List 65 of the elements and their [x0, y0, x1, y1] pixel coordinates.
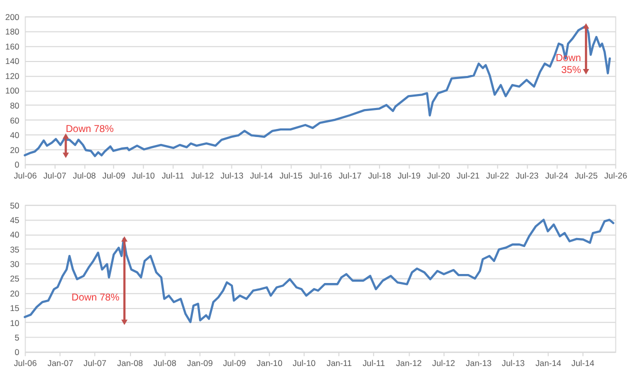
- x-tick-label: Jul-14: [250, 170, 274, 181]
- x-tick-label: Jul-11: [362, 358, 386, 368]
- y-tick-label: 180: [5, 26, 20, 37]
- x-tick-label: Jul-17: [338, 170, 362, 181]
- y-tick-label: 40: [10, 230, 20, 240]
- y-tick-label: 40: [10, 130, 20, 140]
- x-tick-label: Jul-13: [220, 170, 244, 181]
- y-tick-label: 80: [10, 100, 20, 110]
- x-tick-label: Jul-12: [190, 170, 214, 181]
- y-tick-label: 35: [10, 244, 20, 254]
- line-series: [24, 24, 611, 158]
- x-tick-label: Jan-07: [48, 358, 74, 368]
- x-tick-label: Jul-20: [427, 170, 450, 181]
- x-tick-label: Jul-06: [14, 358, 38, 368]
- x-tick-label: Jul-09: [102, 170, 126, 181]
- y-tick-label: 50: [10, 200, 20, 210]
- x-tick-label: Jul-12: [432, 358, 456, 368]
- x-tick-label: Jul-08: [72, 170, 96, 181]
- y-tick-label: 0: [14, 160, 20, 170]
- y-tick-label: 0: [14, 347, 20, 358]
- x-tick-label: Jul-19: [398, 170, 421, 181]
- y-tick-label: 140: [5, 56, 20, 66]
- x-tick-label: Jul-25: [574, 170, 598, 181]
- y-tick-label: 100: [5, 86, 20, 96]
- x-tick-label: Jul-10: [292, 358, 316, 368]
- annotation: Down 78%: [66, 124, 114, 136]
- x-tick-label: Jul-18: [368, 170, 392, 181]
- y-tick-label: 60: [10, 115, 20, 126]
- x-tick-label: Jul-07: [43, 170, 67, 181]
- x-tick-label: Jul-07: [83, 358, 107, 368]
- x-tick-label: Jan-11: [326, 358, 352, 368]
- x-tick-label: Jul-23: [516, 170, 539, 181]
- y-tick-label: 200: [5, 12, 20, 22]
- x-tick-label: Jul-06: [14, 170, 38, 181]
- x-tick-label: Jan-13: [466, 358, 492, 368]
- x-tick-label: Jul-21: [456, 170, 480, 181]
- x-tick-label: Jul-14: [571, 358, 595, 368]
- y-tick-label: 20: [10, 144, 20, 155]
- y-tick-label: 10: [10, 318, 20, 328]
- x-tick-label: Jan-08: [117, 358, 144, 368]
- x-tick-label: Jul-09: [222, 358, 246, 368]
- x-tick-label: Jul-13: [502, 358, 525, 368]
- y-tick-label: 20: [10, 288, 20, 298]
- x-tick-label: Jul-22: [486, 170, 510, 181]
- x-tick-label: Jan-10: [256, 358, 283, 368]
- x-tick-label: Jul-11: [162, 170, 184, 181]
- y-tick-label: 25: [10, 274, 20, 284]
- y-tick-label: 160: [5, 41, 20, 52]
- line-series: [24, 218, 614, 324]
- y-tick-label: 30: [10, 259, 20, 270]
- x-tick-label: Jul-26: [604, 170, 628, 181]
- x-tick-label: Jan-09: [187, 358, 214, 368]
- x-tick-label: Jul-24: [545, 170, 568, 181]
- y-tick-label: 45: [10, 215, 20, 226]
- x-tick-label: Jan-12: [396, 358, 422, 368]
- annotation: Down 35%: [556, 52, 582, 76]
- y-tick-label: 5: [14, 332, 20, 342]
- x-tick-label: Jan-14: [535, 358, 562, 368]
- x-tick-label: Jul-10: [132, 170, 156, 181]
- x-tick-label: Jul-16: [309, 170, 332, 181]
- x-tick-label: Jul-15: [279, 170, 303, 181]
- y-tick-label: 120: [5, 70, 20, 81]
- annotation: Down 78%: [72, 292, 120, 304]
- y-tick-label: 15: [10, 303, 20, 314]
- x-tick-label: Jul-08: [153, 358, 177, 368]
